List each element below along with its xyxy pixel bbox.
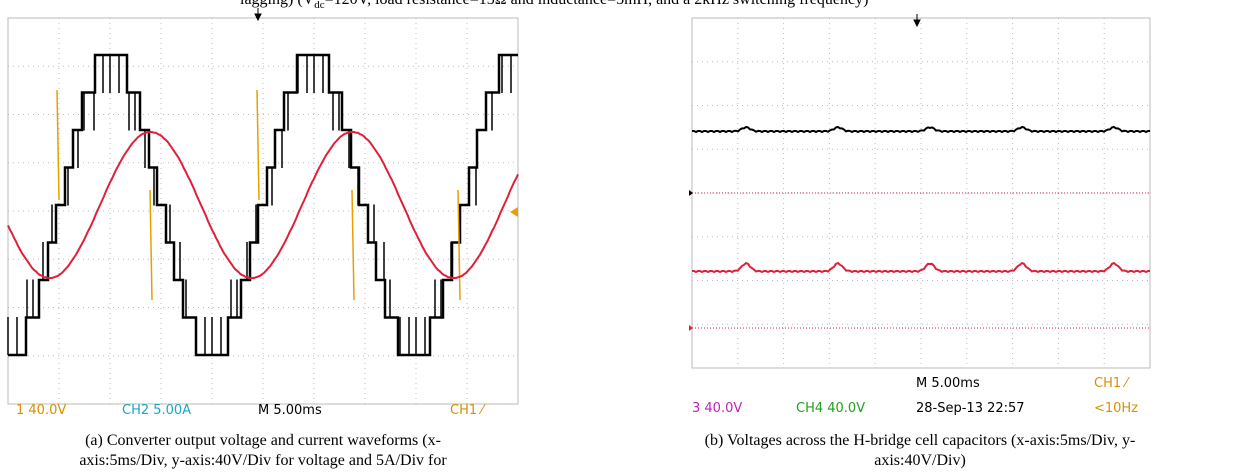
ch1-marker [510,207,518,217]
frequency-readout: <10Hz [1094,401,1138,416]
caption-b-line: axis:40V/Div) [874,452,966,469]
ch1-readout: 1 40.0V [16,403,66,418]
current-trace [7,131,519,279]
voltage-trace [8,53,518,357]
caption-a-line: (a) Converter output voltage and current… [85,432,441,449]
timebase-readout: M 5.00ms [916,376,980,391]
scope-a-grid [8,18,518,404]
current-spike [351,189,355,301]
ch4-readout: CH4 40.0V [796,401,865,416]
capacitor-voltage-trace [692,261,1150,274]
ground-marker [689,325,693,331]
current-spike [256,89,260,201]
ground-marker [689,190,693,196]
ch2-readout: CH2 5.00A [122,403,191,418]
timebase-readout: M 5.00ms [258,403,322,418]
capacitor-voltage-trace [692,125,1150,134]
top-caption: lagging) (Vdc=120V, load resistance=15Ω … [240,0,868,11]
trigger-marker [913,14,921,28]
current-spike [149,189,153,301]
caption-a-line: axis:5ms/Div, y-axis:40V/Div for voltage… [79,452,447,469]
date-readout: 28-Sep-13 22:57 [916,401,1025,416]
caption-b-line: (b) Voltages across the H-bridge cell ca… [705,432,1136,449]
current-spike [457,189,461,301]
trigger-readout: CH1 ⁄ [1094,376,1130,391]
trigger-marker [254,8,262,22]
trigger-readout: CH1 ⁄ [450,403,486,418]
current-spike [56,89,60,201]
ch3-readout: 3 40.0V [692,401,742,416]
